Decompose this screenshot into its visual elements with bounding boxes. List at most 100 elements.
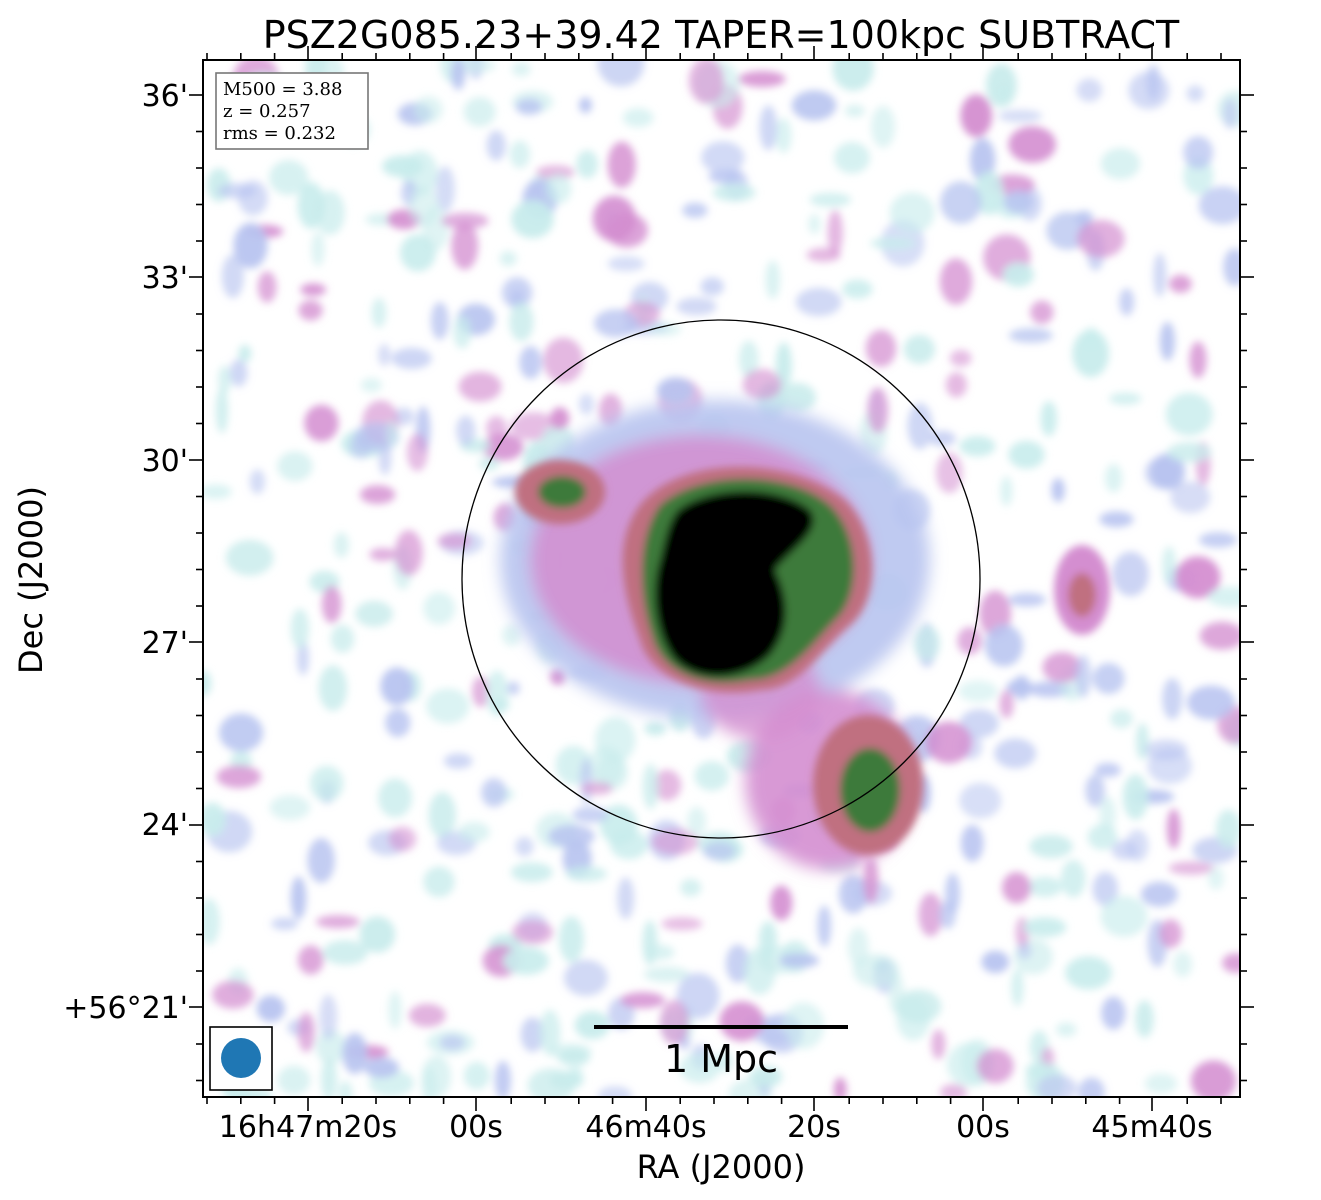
noise-blob [1222,953,1240,973]
noise-blob [509,140,531,169]
beam-ellipse [221,1038,261,1078]
x-tick-label: 20s [787,1110,841,1145]
noise-blob [1075,654,1092,698]
noise-blob [958,680,998,703]
noise-blob [437,533,472,550]
noise-blob [759,105,778,151]
noise-blob [579,97,592,114]
x-tick-label: 46m40s [585,1110,706,1145]
noise-blob [984,624,1024,667]
noise-blob [219,713,264,752]
noise-blob [1109,392,1142,405]
noise-blob [451,60,466,91]
noise-blob [1078,1077,1105,1097]
noise-blob [435,166,455,212]
noise-blob [1187,685,1235,720]
noise-blob [765,260,780,300]
noise-blob [1000,476,1013,507]
central-emission [622,466,872,693]
noise-blob [753,1030,790,1045]
noise-blob [1003,190,1034,214]
noise-blob [644,721,667,736]
noise-blob [680,878,702,897]
noise-blob [1175,556,1221,599]
east-blob [1054,545,1110,635]
x-axis-label: RA (J2000) [637,1148,806,1186]
noise-blob [687,806,707,837]
noise-blob [423,866,455,898]
x-tick-label: 45m40s [1091,1110,1212,1145]
noise-blob [1101,996,1126,1030]
noise-blob [565,866,608,882]
noise-blob [1085,774,1105,807]
noise-blob [609,829,648,860]
noise-blob [378,343,391,367]
noise-blob [1055,1022,1077,1037]
noise-blob [1140,881,1178,907]
noise-blob [311,231,325,267]
noise-blob [1111,840,1138,860]
noise-blob [1025,1062,1056,1079]
noise-blob [1076,78,1103,102]
noise-blob [940,181,982,224]
noise-blob [652,769,682,801]
noise-blob [833,1077,847,1097]
northwest-blob [515,460,605,524]
noise-blob [338,1080,353,1097]
beam-box [209,1026,273,1091]
noise-blob [1162,678,1183,720]
noise-blob [1186,85,1204,102]
noise-blob [319,994,338,1040]
noise-blob [304,404,339,442]
noise-blob [494,1060,511,1097]
noise-blob [719,1001,764,1042]
noise-blob [225,539,274,576]
noise-blob [515,836,534,857]
noise-blob [960,94,993,138]
noise-blob [738,71,786,87]
noise-blob [957,626,983,655]
noise-blob [643,966,691,983]
y-tick-label: 36' [142,79,188,114]
noise-blob [1223,98,1238,129]
noise-blob [1027,876,1063,897]
noise-blob [290,876,307,920]
noise-blob [1173,951,1193,978]
noise-blob [378,778,413,818]
noise-blob [297,640,309,676]
y-tick-label: 27' [142,626,188,661]
noise-blob [939,258,973,305]
noise-blob [1065,956,1112,990]
noise-blob [256,995,285,1022]
noise-blob [1100,147,1141,180]
noise-blob [277,451,313,482]
noise-blob [360,377,383,393]
noise-blob [1110,709,1133,729]
noise-blob [998,109,1043,123]
noise-blob [738,340,759,379]
noise-blob [545,173,572,204]
noise-blob [453,315,472,349]
noise-blob [647,323,682,336]
noise-blob [867,387,889,434]
noise-blob [895,989,942,1024]
noise-blob [451,222,479,270]
noise-blob [1153,252,1167,298]
noise-blob [642,763,659,810]
noise-blob [486,416,507,440]
noise-blob [694,761,729,791]
noise-blob [889,192,935,234]
noise-blob [661,917,703,931]
noise-blob [1099,511,1134,528]
noise-blob [945,873,961,914]
noise-blob [749,1065,783,1088]
noise-blob [1077,219,1125,258]
noise-blob [441,212,489,229]
noise-blob [1169,274,1192,293]
noise-blob [443,753,473,769]
noise-blob [1215,809,1240,849]
noise-blob [315,190,345,235]
noise-blob [385,708,411,738]
chart-title: PSZ2G085.23+39.42 TAPER=100kpc SUBTRACT [263,13,1180,57]
noise-blob [342,1032,368,1075]
